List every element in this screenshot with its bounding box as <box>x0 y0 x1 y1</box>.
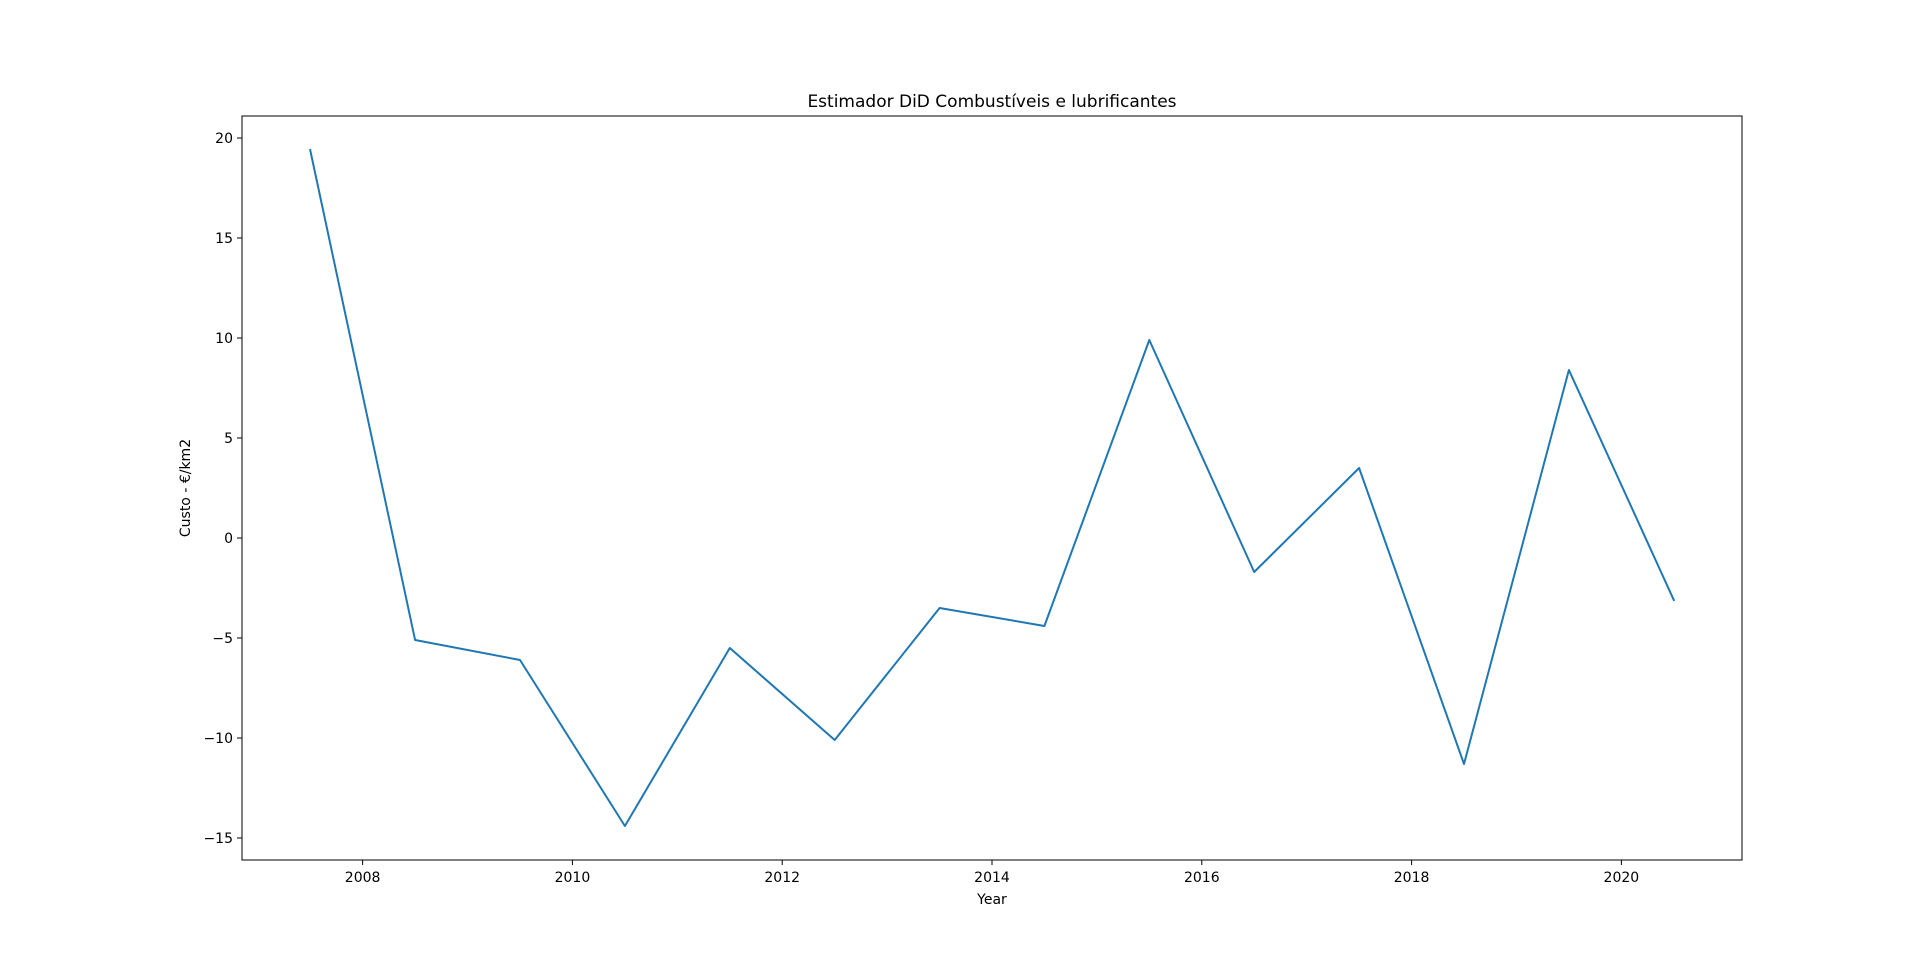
y-axis-ticks: −15 −10 −5 0 5 10 15 20 <box>203 131 242 847</box>
x-tick-label: 2010 <box>555 870 591 886</box>
x-tick-label: 2014 <box>974 870 1010 886</box>
x-tick-label: 2012 <box>764 870 800 886</box>
x-tick-label: 2018 <box>1394 870 1430 886</box>
y-axis-title: Custo - €/km2 <box>178 439 194 537</box>
plot-area <box>309 148 1676 827</box>
y-tick-label: 20 <box>215 131 233 147</box>
y-tick-label: 5 <box>224 431 233 447</box>
y-tick-label: 0 <box>224 531 233 547</box>
y-tick-label: −15 <box>203 831 233 847</box>
chart-title: Estimador DiD Combustíveis e lubrificant… <box>807 92 1176 112</box>
x-axis-ticks: 2008 2010 2012 2014 2016 2018 2020 <box>345 860 1639 886</box>
y-tick-label: 10 <box>215 331 233 347</box>
y-tick-label: −10 <box>203 731 233 747</box>
plot-frame <box>241 115 1743 861</box>
x-axis-title: Year <box>976 892 1007 908</box>
series-line <box>309 148 1676 827</box>
y-tick-label: −5 <box>212 631 233 647</box>
x-tick-label: 2016 <box>1184 870 1220 886</box>
x-tick-label: 2008 <box>345 870 381 886</box>
x-tick-label: 2020 <box>1604 870 1640 886</box>
y-tick-label: 15 <box>215 231 233 247</box>
